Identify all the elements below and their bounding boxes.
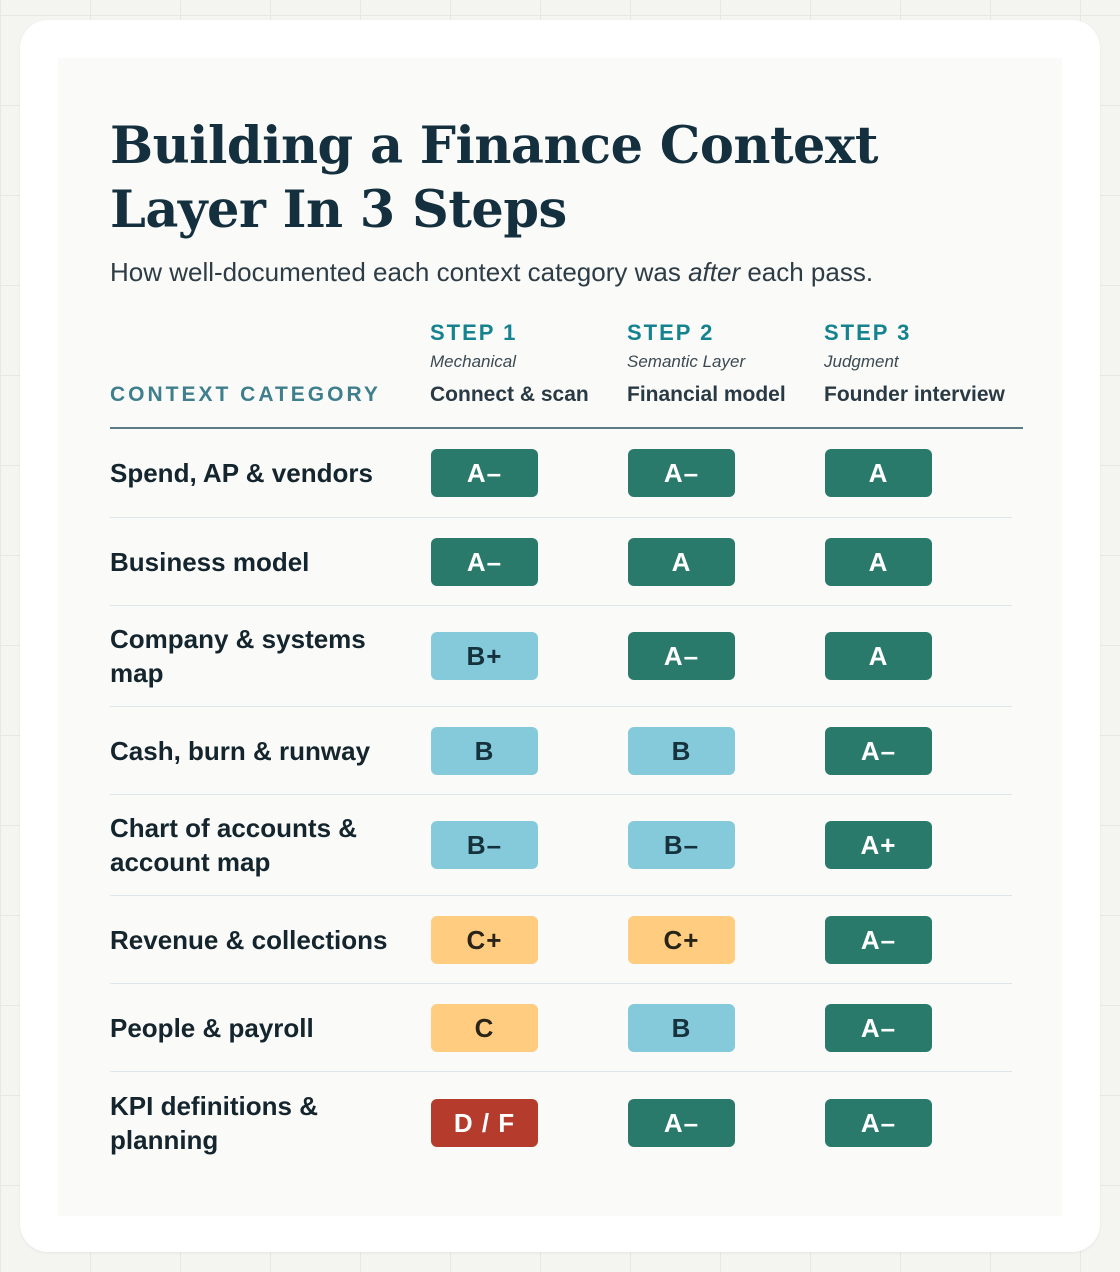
table-row: KPI definitions & planning D / F A– A–: [110, 1072, 1012, 1173]
step-1-name: Connect & scan: [430, 383, 589, 406]
grade-badge-step-2: A–: [628, 449, 735, 497]
grade-badge-step-1: A–: [431, 449, 538, 497]
category-label: Spend, AP & vendors: [110, 458, 373, 488]
context-category-header: CONTEXT CATEGORY: [110, 383, 381, 406]
chart-title: Building a Finance Context Layer In 3 St…: [110, 116, 878, 240]
step-1-header: STEP 1 Mechanical Connect & scan: [430, 318, 630, 410]
grade-badge-step-3: A+: [825, 821, 932, 869]
grade-badge-step-1: A–: [431, 537, 538, 586]
category-label: Chart of accounts & account map: [110, 813, 358, 877]
grade-badge-step-1: B+: [431, 632, 538, 680]
step-3-name: Founder interview: [824, 383, 1005, 406]
table-row: Cash, burn & runway B B A–: [110, 707, 1012, 795]
grade-badge-step-2: A–: [628, 632, 735, 680]
grade-badge-step-2: B: [628, 1003, 735, 1052]
grade-badge-step-3: A: [825, 449, 932, 497]
category-label: Cash, burn & runway: [110, 735, 371, 766]
step-3-label: STEP 3: [824, 320, 912, 345]
grade-badge-step-3: A: [825, 537, 932, 586]
grade-badge-step-1: B: [431, 726, 538, 775]
subtitle-emphasis: after: [688, 257, 741, 287]
grade-badge-step-3: A–: [825, 1098, 932, 1147]
category-label: People & payroll: [110, 1012, 314, 1043]
content-panel: Building a Finance Context Layer In 3 St…: [58, 58, 1062, 1216]
grade-badge-step-2: A–: [628, 1098, 735, 1147]
grade-badge-step-3: A–: [825, 1003, 932, 1052]
subtitle-start: How well-documented each context categor…: [110, 257, 689, 287]
step-3-kind: Judgment: [824, 352, 899, 371]
grade-badge-step-3: A–: [825, 726, 932, 775]
grade-badge-step-1: B–: [431, 821, 538, 869]
header-divider: [110, 427, 1023, 429]
step-2-header: STEP 2 Semantic Layer Financial model: [627, 318, 827, 410]
grade-badge-step-1: C+: [431, 915, 538, 964]
subtitle-end: each pass.: [740, 257, 874, 287]
step-1-label: STEP 1: [430, 320, 518, 345]
table-row: Company & systems map B+ A– A: [110, 606, 1012, 707]
step-3-header: STEP 3 Judgment Founder interview: [824, 318, 1024, 410]
step-2-kind: Semantic Layer: [627, 352, 746, 371]
table-row: Spend, AP & vendors A– A– A: [110, 429, 1012, 518]
table-row: People & payroll C B A–: [110, 984, 1012, 1072]
grade-table: Spend, AP & vendors A– A– A Business model A–…: [110, 429, 1012, 1173]
table-row: Revenue & collections C+ C+ A–: [110, 896, 1012, 984]
grade-badge-step-1: D / F: [431, 1098, 538, 1147]
grade-badge-step-3: A–: [825, 915, 932, 964]
grade-badge-step-2: A: [628, 537, 735, 586]
grade-badge-step-3: A: [825, 632, 932, 680]
grade-badge-step-2: B: [628, 726, 735, 775]
category-label: KPI definitions & planning: [110, 1090, 318, 1155]
grade-badge-step-2: B–: [628, 821, 735, 869]
chart-subtitle: How well-documented each context categor…: [110, 254, 1050, 290]
table-row: Business model A– A A: [110, 518, 1012, 606]
grade-badge-step-2: C+: [628, 915, 735, 964]
table-row: Chart of accounts & account map B– B– A+: [110, 795, 1012, 896]
grade-badge-step-1: C: [431, 1003, 538, 1052]
step-2-name: Financial model: [627, 383, 786, 406]
card: Building a Finance Context Layer In 3 St…: [20, 20, 1100, 1252]
category-label: Company & systems map: [110, 624, 366, 688]
category-label: Revenue & collections: [110, 924, 388, 955]
step-2-label: STEP 2: [627, 320, 715, 345]
category-label: Business model: [110, 546, 310, 577]
step-1-kind: Mechanical: [430, 352, 516, 371]
